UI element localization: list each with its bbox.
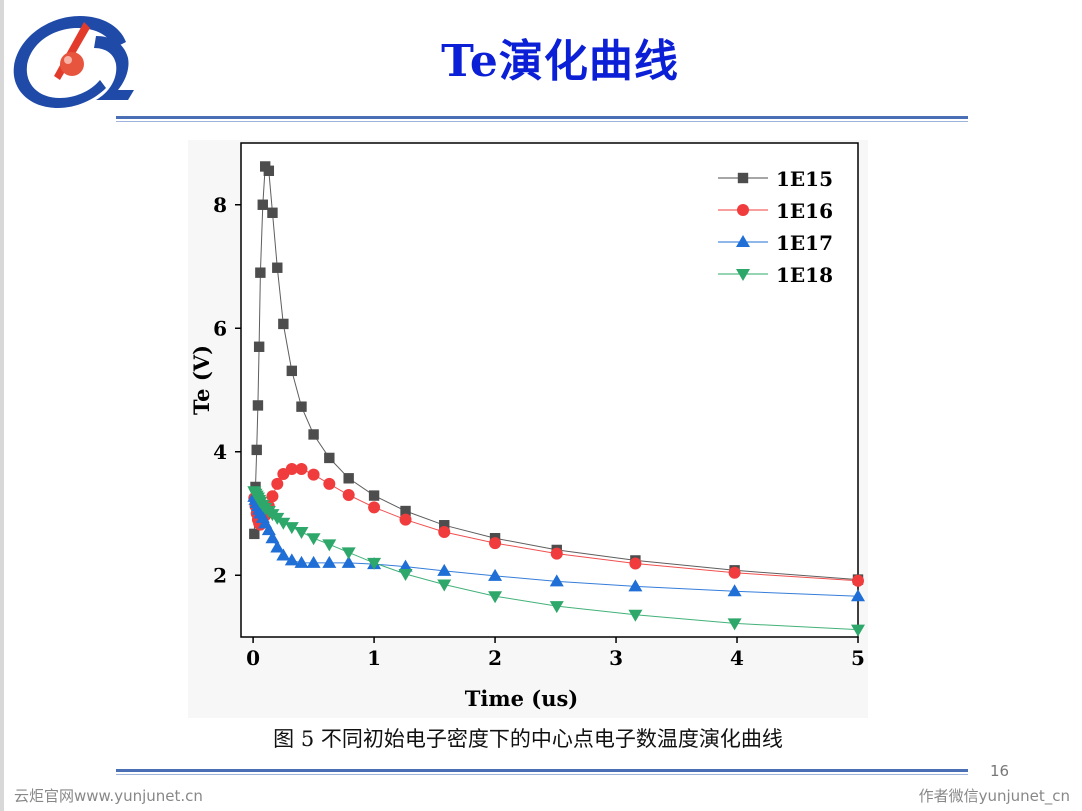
data-point-1E16 [399, 513, 412, 526]
data-point-1E16 [368, 501, 381, 514]
data-point-1E15 [251, 444, 262, 456]
data-point-1E18 [628, 609, 643, 622]
data-point-1E16 [295, 463, 308, 476]
data-point-1E17 [322, 555, 337, 568]
data-point-1E18 [306, 533, 321, 546]
data-point-1E17 [341, 555, 356, 568]
slide-left-edge [0, 0, 4, 811]
data-point-1E15 [400, 505, 411, 517]
data-point-1E16 [629, 557, 642, 570]
y-axis-label: Te (V) [189, 345, 214, 415]
data-point-1E15 [267, 207, 278, 218]
data-point-1E17 [276, 548, 291, 561]
data-point-1E16 [342, 488, 355, 501]
data-point-1E15 [439, 520, 450, 531]
data-point-1E15 [255, 267, 266, 278]
y-tick-label: 4 [213, 440, 227, 464]
data-point-1E16 [266, 490, 279, 503]
x-tick-label: 2 [488, 646, 502, 670]
data-point-1E18 [398, 569, 413, 582]
y-tick-label: 8 [213, 193, 227, 217]
data-point-1E16 [489, 537, 502, 550]
data-point-1E16 [852, 574, 864, 587]
data-point-1E18 [276, 517, 291, 530]
data-point-1E17 [284, 553, 299, 566]
data-point-1E18 [341, 547, 356, 560]
footer-rule-thin [116, 774, 968, 775]
legend-label-1E18: 1E18 [776, 263, 833, 287]
data-point-1E18 [294, 527, 309, 540]
data-point-1E16 [307, 468, 320, 481]
data-point-1E15 [324, 452, 335, 464]
header-rule-thin [116, 121, 968, 122]
te-chart: 0 1 2 3 4 5 2 4 6 8 Time (us) Te (V) 1E15 1E16 1E17 1E1… [188, 140, 868, 718]
data-point-1E17 [628, 579, 643, 592]
data-point-1E17 [270, 540, 285, 553]
data-point-1E16 [323, 477, 336, 490]
y-tick-label: 6 [213, 316, 227, 340]
legend-label-1E16: 1E16 [776, 199, 833, 223]
data-point-1E18 [322, 539, 337, 552]
plot-frame [240, 142, 859, 638]
legend-marker-1E16 [737, 204, 749, 216]
plot-area: 0 1 2 3 4 5 2 4 6 8 Time (us) Te (V) 1E15 1E16 1E17 1E1… [189, 142, 865, 711]
data-point-1E18 [549, 601, 564, 614]
figure-caption: 图 5 不同初始电子密度下的中心点电子数温度演化曲线 [273, 727, 783, 751]
data-point-1E18 [367, 557, 382, 570]
data-point-1E18 [284, 522, 299, 535]
data-point-1E15 [249, 528, 260, 540]
brand-logo [13, 16, 134, 108]
data-point-1E15 [296, 401, 307, 412]
footer-wechat: 作者微信yunjunet_cn [918, 787, 1070, 805]
data-point-1E17 [851, 589, 865, 602]
legend-marker-1E18 [736, 269, 750, 281]
data-point-1E17 [549, 574, 564, 587]
data-point-1E15 [308, 429, 319, 440]
page-number: 16 [990, 762, 1010, 780]
data-point-1E17 [306, 555, 321, 568]
data-point-1E15 [252, 400, 264, 411]
footer-website: 云炬官网www.yunjunet.cn [14, 787, 203, 805]
legend-label-1E17: 1E17 [776, 231, 833, 255]
data-point-1E15 [278, 318, 289, 330]
footer-rule [116, 769, 968, 772]
data-point-1E17 [265, 531, 280, 544]
data-point-1E17 [437, 563, 452, 576]
data-point-1E15 [257, 199, 268, 210]
slide-title: Te演化曲线 [441, 36, 679, 87]
data-point-1E17 [398, 559, 413, 572]
data-point-1E17 [488, 568, 503, 581]
data-point-1E15 [286, 365, 298, 377]
x-tick-label: 3 [609, 646, 623, 670]
x-axis-label: Time (us) [465, 686, 578, 711]
x-tick-label: 1 [367, 646, 381, 670]
data-point-1E17 [727, 584, 742, 597]
header-rule [116, 116, 968, 119]
data-point-1E16 [271, 477, 284, 490]
data-point-1E18 [488, 591, 503, 604]
data-point-1E18 [727, 618, 742, 631]
x-tick-label: 0 [246, 646, 260, 670]
data-point-1E15 [253, 341, 265, 352]
data-point-1E18 [851, 624, 865, 637]
data-point-1E17 [294, 555, 309, 568]
data-point-1E15 [343, 473, 354, 484]
data-point-1E16 [550, 547, 563, 560]
data-point-1E15 [263, 165, 275, 176]
data-point-1E18 [437, 579, 452, 592]
x-tick-label: 5 [851, 646, 865, 670]
data-point-1E16 [728, 566, 741, 579]
legend-marker-1E15 [737, 172, 749, 184]
y-tick-label: 2 [213, 563, 227, 587]
data-point-1E16 [285, 463, 298, 476]
data-point-1E15 [272, 262, 283, 273]
legend-label-1E15: 1E15 [776, 167, 833, 191]
data-point-1E16 [438, 526, 451, 539]
legend-marker-1E17 [736, 235, 750, 247]
data-point-1E15 [368, 490, 380, 501]
x-tick-label: 4 [730, 646, 744, 670]
